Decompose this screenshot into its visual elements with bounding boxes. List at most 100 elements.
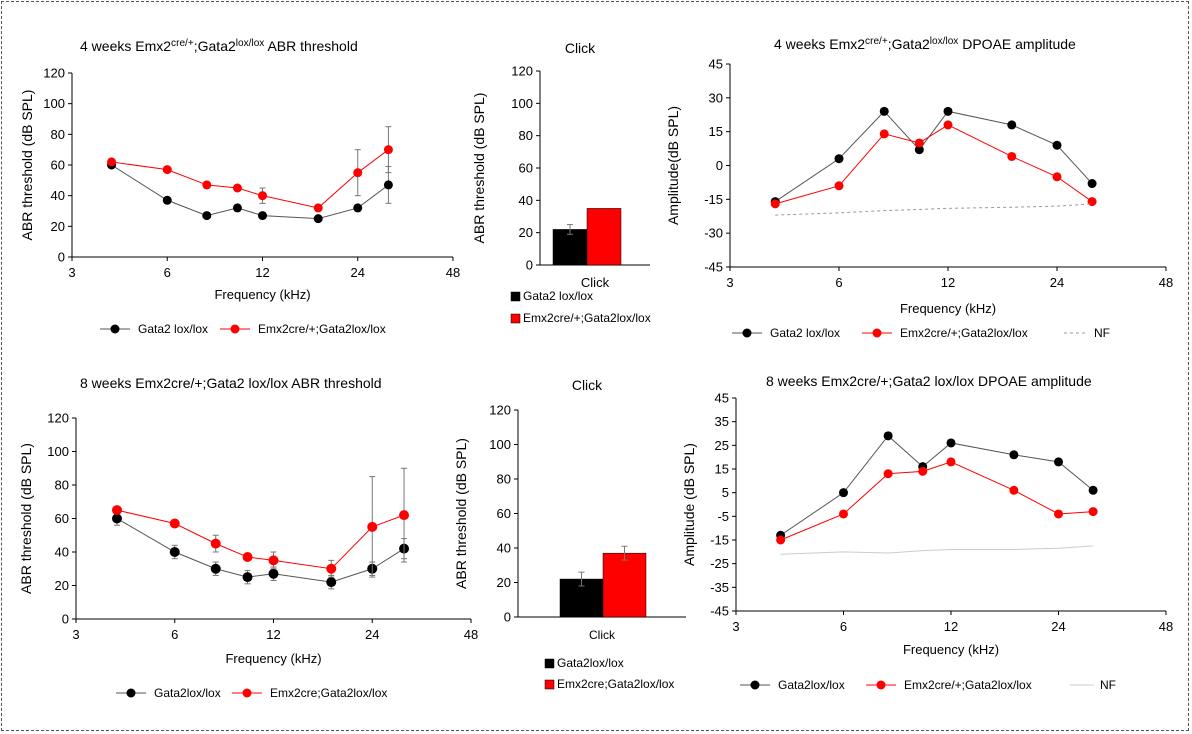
chart1-xlabel: Frequency (kHz) bbox=[214, 287, 310, 302]
chart6-legend-label: Gata2lox/lox bbox=[778, 678, 845, 692]
chart3-data-point bbox=[1052, 172, 1062, 182]
chart3-title-part: 4 weeks Emx2 bbox=[774, 36, 865, 52]
chart5-bar-2 bbox=[602, 552, 647, 618]
chart2-ylabel: ABR threshold (dB SPL) bbox=[471, 93, 487, 244]
chart6-xlabel: Frequency (kHz) bbox=[903, 642, 999, 657]
chart4-y-tick-label: 40 bbox=[55, 545, 69, 560]
chart4-y-tick-label: 0 bbox=[62, 612, 69, 627]
chart3-title-part: lox/lox bbox=[930, 36, 959, 47]
chart4-legend-marker bbox=[242, 688, 252, 698]
chart3-series-line-2 bbox=[775, 124, 1093, 205]
chart1-x-tick-label: 3 bbox=[68, 265, 75, 280]
chart3-y-tick-label: -45 bbox=[704, 260, 723, 275]
chart2-y-tick-label: 40 bbox=[519, 193, 533, 208]
chart1-data-point bbox=[162, 195, 172, 205]
chart3-y-tick-label: 45 bbox=[709, 57, 723, 72]
chart1-data-point bbox=[232, 203, 242, 213]
chart2-y-tick-label: 120 bbox=[511, 64, 533, 79]
chart3-legend-marker bbox=[742, 328, 752, 338]
chart6-y-tick-label: 5 bbox=[722, 485, 729, 500]
chart1-data-point bbox=[202, 180, 212, 190]
chart1-legend-label: Emx2cre/+;Gata2lox/lox bbox=[258, 322, 386, 336]
chart6-data-point bbox=[839, 509, 848, 519]
chart1-data-point bbox=[383, 145, 393, 155]
chart6-data-point bbox=[1009, 485, 1019, 495]
chart6-data-point bbox=[776, 535, 786, 545]
chart6-data-point bbox=[883, 431, 893, 441]
chart6-y-tick-label: 25 bbox=[715, 438, 729, 453]
chart6-title: 8 weeks Emx2cre/+;Gata2 lox/lox DPOAE am… bbox=[766, 373, 1092, 389]
chart3-data-point bbox=[1052, 140, 1062, 150]
chart5-y-tick-label: 40 bbox=[497, 541, 511, 556]
chart4-data-point bbox=[268, 555, 279, 566]
chart6-data-point bbox=[1054, 509, 1063, 519]
chart1-data-point bbox=[107, 157, 117, 167]
chart4-data-point bbox=[242, 572, 253, 583]
chart1-title-part: ABR threshold bbox=[264, 38, 357, 54]
chart1-title-part: lox/lox bbox=[236, 38, 265, 49]
chart3-x-tick-label: 24 bbox=[1050, 275, 1064, 290]
chart3-legend-label: Gata2 lox/lox bbox=[770, 326, 840, 340]
chart6-y-tick-label: -25 bbox=[710, 556, 729, 571]
chart3-title: 4 weeks Emx2cre/+;Gata2lox/lox DPOAE amp… bbox=[774, 36, 1076, 52]
chart5-legend-swatch bbox=[544, 658, 555, 669]
chart4-x-tick-label: 48 bbox=[464, 627, 478, 642]
chart1-y-tick-label: 20 bbox=[51, 219, 65, 234]
chart1-data-point bbox=[313, 203, 323, 213]
chart6-y-tick-label: 35 bbox=[715, 414, 729, 429]
chart4-xlabel: Frequency (kHz) bbox=[225, 651, 321, 666]
chart1-y-tick-label: 0 bbox=[58, 250, 65, 265]
chart3-x-tick-label: 3 bbox=[726, 275, 733, 290]
chart4-data-point bbox=[367, 521, 378, 532]
chart2-bar-2 bbox=[586, 208, 622, 266]
chart2-title: Click bbox=[565, 40, 596, 56]
chart2-legend-swatch bbox=[510, 291, 521, 302]
chart3-data-point bbox=[1087, 197, 1097, 207]
chart3-legend-label: NF bbox=[1094, 326, 1110, 340]
chart6-x-tick-label: 24 bbox=[1051, 619, 1065, 634]
chart6-y-tick-label: -5 bbox=[717, 509, 729, 524]
chart6-data-point bbox=[883, 469, 893, 479]
chart4-data-point bbox=[399, 510, 410, 521]
chart4-data-point bbox=[268, 568, 279, 579]
chart3-y-tick-label: -15 bbox=[704, 192, 723, 207]
chart6-series-line-3 bbox=[780, 545, 1094, 555]
chart5-y-tick-label: 120 bbox=[489, 403, 511, 418]
chart3-title-part: DPOAE amplitude bbox=[958, 36, 1076, 52]
chart1-data-point bbox=[162, 165, 172, 175]
chart1-ylabel: ABR threshold (dB SPL) bbox=[19, 90, 35, 241]
chart6-data-point bbox=[946, 457, 956, 467]
chart3-y-tick-label: 15 bbox=[709, 124, 723, 139]
chart3-legend-label: Emx2cre/+;Gata2lox/lox bbox=[900, 326, 1028, 340]
chart1-x-tick-label: 24 bbox=[351, 265, 365, 280]
chart6-data-point bbox=[946, 438, 956, 448]
chart4-data-point bbox=[242, 552, 253, 563]
chart4-data-point bbox=[169, 518, 180, 529]
chart6-x-tick-label: 12 bbox=[944, 619, 958, 634]
chart6-data-point bbox=[1054, 457, 1063, 467]
chart1-legend-marker bbox=[110, 324, 120, 334]
chart2-y-tick-label: 0 bbox=[526, 258, 533, 273]
chart1-data-point bbox=[202, 211, 212, 221]
chart1-data-point bbox=[258, 211, 267, 221]
chart2-y-tick-label: 60 bbox=[519, 161, 533, 176]
chart3-data-point bbox=[943, 106, 953, 116]
chart3-data-point bbox=[834, 154, 844, 164]
chart3-xlabel: Frequency (kHz) bbox=[900, 301, 996, 316]
chart6-y-tick-label: -45 bbox=[710, 604, 729, 619]
chart6-x-tick-label: 6 bbox=[840, 619, 847, 634]
chart4-y-tick-label: 100 bbox=[47, 444, 69, 459]
chart6-data-point bbox=[1088, 485, 1098, 495]
chart4-x-tick-label: 6 bbox=[171, 627, 178, 642]
chart5-y-tick-label: 60 bbox=[497, 506, 511, 521]
chart4-data-point bbox=[326, 563, 337, 574]
chart3-data-point bbox=[834, 181, 844, 191]
chart6-legend-label: Emx2cre/+;Gata2lox/lox bbox=[904, 678, 1032, 692]
chart5-y-tick-label: 100 bbox=[489, 437, 511, 452]
chart4-legend-label: Gata2lox/lox bbox=[154, 686, 221, 700]
chart3-data-point bbox=[943, 120, 953, 130]
chart5-title: Click bbox=[572, 377, 603, 393]
chart4-x-tick-label: 3 bbox=[72, 627, 79, 642]
chart4-data-point bbox=[111, 513, 122, 524]
